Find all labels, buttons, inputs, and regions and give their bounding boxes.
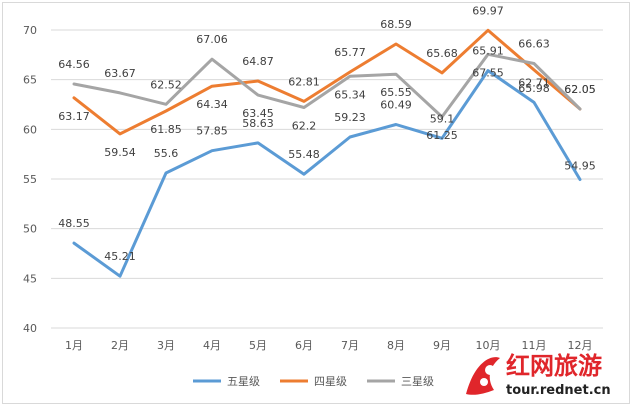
data-label: 59.23 <box>334 111 366 124</box>
rednet-tour-logo: 红网旅游 tour.rednet.cn <box>466 352 611 398</box>
data-label: 55.48 <box>288 148 320 161</box>
data-label: 65.68 <box>426 47 458 60</box>
data-label: 60.49 <box>380 98 412 111</box>
series-line-四星级 <box>72 28 582 136</box>
y-tick-label: 45 <box>23 272 37 285</box>
data-label: 48.55 <box>58 217 90 230</box>
logo-brand-text: 红网旅游 <box>506 352 602 380</box>
data-label: 65.55 <box>380 86 412 99</box>
x-tick-label: 9月 <box>433 339 451 352</box>
y-tick-label: 40 <box>23 322 37 335</box>
y-tick-label: 70 <box>23 24 37 37</box>
data-label: 63.45 <box>242 107 274 120</box>
legend-label: 五星级 <box>227 375 260 388</box>
x-tick-label: 2月 <box>111 339 129 352</box>
data-label: 63.17 <box>58 110 90 123</box>
legend-label: 三星级 <box>401 375 434 388</box>
legend: 五星级 四星级 三星级 <box>193 375 434 388</box>
x-tick-label: 8月 <box>387 339 405 352</box>
data-label: 66.63 <box>518 37 550 50</box>
x-axis-ticks: 1月 2月 3月 4月 5月 6月 7月 8月 9月 10月 11月 12月 <box>65 339 593 352</box>
data-label: 54.95 <box>564 159 596 172</box>
data-label: 62.05 <box>564 83 596 96</box>
x-tick-label: 11月 <box>522 339 547 352</box>
x-tick-label: 12月 <box>568 339 593 352</box>
data-label: 65.98 <box>518 82 550 95</box>
data-label: 69.97 <box>472 4 504 17</box>
data-label: 64.34 <box>196 98 228 111</box>
data-label: 62.81 <box>288 75 320 88</box>
data-label: 67.55 <box>472 66 504 79</box>
grid-lines <box>51 29 603 329</box>
x-tick-label: 3月 <box>157 339 175 352</box>
data-label: 65.34 <box>334 88 366 101</box>
data-label: 64.87 <box>242 55 274 68</box>
data-label: 65.91 <box>472 45 504 58</box>
data-labels: 48.55 45.21 55.6 57.85 58.63 55.48 59.23 60.49 5… <box>58 4 596 263</box>
logo-mark-icon <box>466 357 500 395</box>
data-label: 45.21 <box>104 250 136 263</box>
data-label: 59.54 <box>104 146 136 159</box>
data-label: 58.63 <box>242 117 274 130</box>
data-label: 61.25 <box>426 129 458 142</box>
data-label: 61.85 <box>150 123 182 136</box>
data-label: 59.1 <box>430 112 455 125</box>
y-axis-ticks: 40 45 50 55 60 65 70 <box>23 24 37 335</box>
data-label: 57.85 <box>196 125 228 138</box>
data-label: 67.06 <box>196 33 228 46</box>
legend-label: 四星级 <box>314 375 347 388</box>
data-label: 62.52 <box>150 78 182 91</box>
x-tick-label: 4月 <box>203 339 221 352</box>
data-label: 65.77 <box>334 46 366 59</box>
data-label: 68.59 <box>380 18 412 31</box>
y-tick-label: 65 <box>23 74 37 87</box>
data-label: 62.2 <box>292 119 317 132</box>
y-tick-label: 55 <box>23 173 37 186</box>
x-tick-label: 6月 <box>295 339 313 352</box>
x-tick-label: 5月 <box>249 339 267 352</box>
data-label: 55.6 <box>154 147 179 160</box>
y-tick-label: 60 <box>23 123 37 136</box>
y-tick-label: 50 <box>23 223 37 236</box>
series-line-五星级 <box>72 69 582 278</box>
series-line-三星级 <box>72 52 582 119</box>
data-label: 64.56 <box>58 58 90 71</box>
data-label: 62.71 <box>518 76 550 89</box>
series-lines <box>72 28 582 278</box>
x-tick-label: 7月 <box>341 339 359 352</box>
data-label: 63.67 <box>104 67 136 80</box>
chart-frame: 40 45 50 55 60 65 70 1月 2月 3月 4月 5月 6月 7月 8月 9月 10月 11月 1… <box>2 2 630 404</box>
data-label: 62.05 <box>564 83 596 96</box>
x-tick-label: 1月 <box>65 339 83 352</box>
logo-url-text: tour.rednet.cn <box>506 383 611 398</box>
x-tick-label: 10月 <box>476 339 501 352</box>
